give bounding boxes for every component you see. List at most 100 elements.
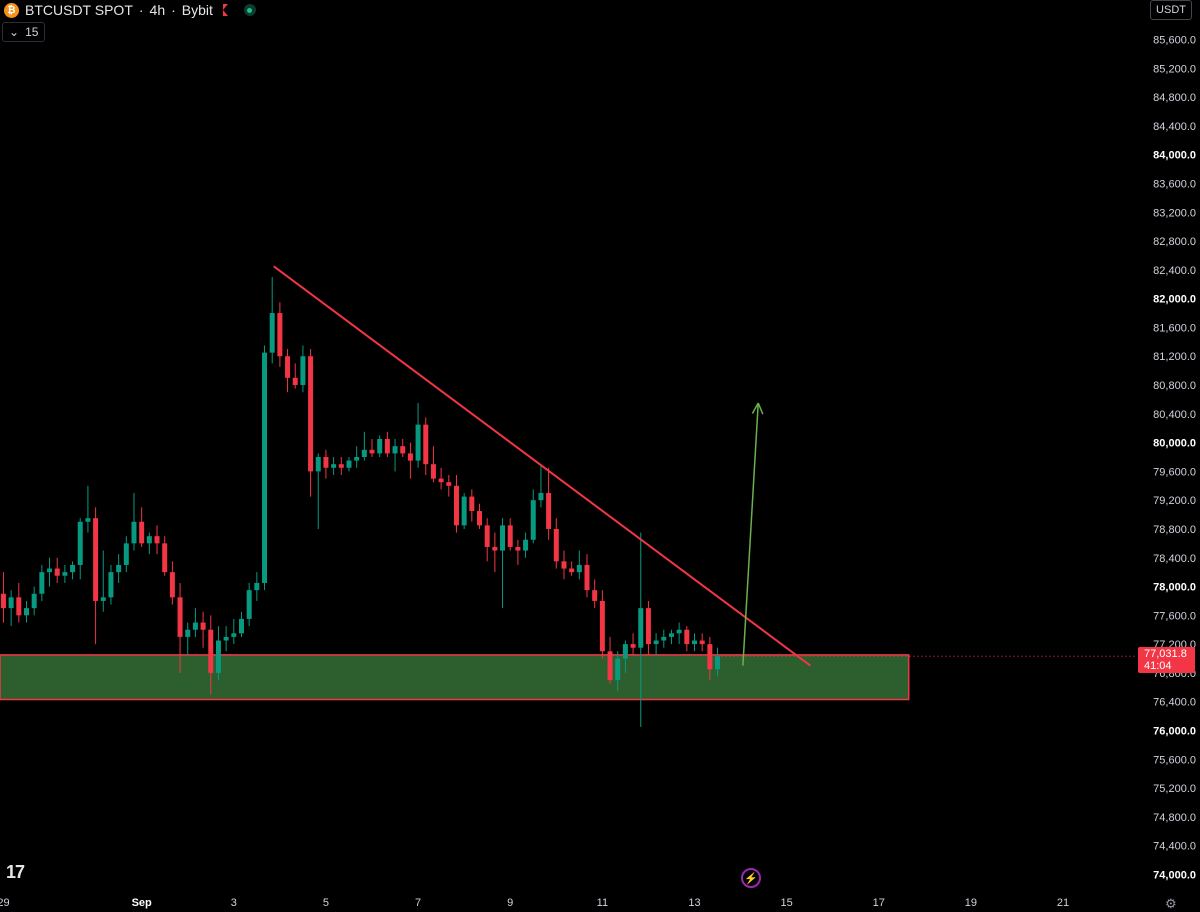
candle-body bbox=[116, 564, 122, 573]
candle-body bbox=[70, 564, 76, 573]
candle-body bbox=[515, 546, 521, 551]
interval-label: 4h bbox=[149, 2, 166, 18]
y-axis-tick-label: 80,000.0 bbox=[1153, 438, 1196, 450]
y-axis-tick-label: 81,200.0 bbox=[1153, 351, 1196, 363]
y-axis-tick-label: 80,800.0 bbox=[1153, 380, 1196, 392]
candle-body bbox=[285, 356, 291, 378]
symbol-header[interactable]: ₿ BTCUSDT SPOT · 4h · Bybit bbox=[0, 0, 256, 20]
y-axis-tick-label: 81,600.0 bbox=[1153, 322, 1196, 334]
x-axis-tick-label: 3 bbox=[231, 897, 237, 909]
candle-body bbox=[584, 564, 590, 591]
x-axis-tick-label: 13 bbox=[688, 897, 700, 909]
candle-body bbox=[200, 622, 206, 630]
candle-body bbox=[461, 496, 467, 526]
separator: · bbox=[138, 2, 144, 18]
candle-body bbox=[638, 608, 644, 648]
candle-body bbox=[315, 456, 321, 472]
candle-body bbox=[407, 453, 413, 461]
candle-body bbox=[93, 518, 99, 601]
candle-body bbox=[331, 464, 337, 468]
y-axis-tick-label: 80,400.0 bbox=[1153, 409, 1196, 421]
candle-body bbox=[392, 446, 398, 454]
y-axis-tick-label: 84,800.0 bbox=[1153, 92, 1196, 104]
x-axis-tick-label: 17 bbox=[873, 897, 885, 909]
x-axis-tick-label: 7 bbox=[415, 897, 421, 909]
lightning-icon[interactable]: ⚡ bbox=[741, 868, 761, 888]
candle-body bbox=[653, 640, 659, 645]
candle-body bbox=[139, 521, 145, 544]
candle-body bbox=[185, 629, 191, 637]
candle-body bbox=[661, 636, 667, 641]
y-axis-tick-label: 74,000.0 bbox=[1153, 869, 1196, 881]
x-axis-tick-label: 21 bbox=[1057, 897, 1069, 909]
separator: · bbox=[171, 2, 176, 18]
candle-body bbox=[715, 656, 721, 670]
x-axis-tick-label: 15 bbox=[781, 897, 793, 909]
candle-body bbox=[231, 633, 237, 637]
candle-body bbox=[668, 633, 674, 637]
y-axis-tick-label: 75,200.0 bbox=[1153, 783, 1196, 795]
y-axis-tick-label: 79,200.0 bbox=[1153, 495, 1196, 507]
candle-body bbox=[208, 629, 214, 673]
candle-body bbox=[323, 456, 329, 468]
symbol-name: BTCUSDT SPOT bbox=[25, 2, 133, 18]
candle-body bbox=[361, 449, 367, 457]
candle-body bbox=[676, 629, 682, 634]
candle-body bbox=[453, 485, 459, 526]
candle-body bbox=[576, 564, 582, 573]
y-axis-tick-label: 82,000.0 bbox=[1153, 294, 1196, 306]
candle-body bbox=[62, 572, 68, 576]
currency-selector[interactable]: USDT bbox=[1150, 0, 1192, 20]
y-axis-tick-label: 84,000.0 bbox=[1153, 150, 1196, 162]
candle-body bbox=[622, 644, 628, 659]
support-zone bbox=[0, 654, 910, 701]
projection-arrow-head bbox=[751, 402, 759, 414]
y-axis-tick-label: 74,800.0 bbox=[1153, 812, 1196, 824]
candle-body bbox=[523, 539, 529, 551]
current-price-label: 77,031.8 41:04 bbox=[1138, 647, 1195, 673]
candle-body bbox=[630, 644, 636, 648]
y-axis-tick-label: 85,200.0 bbox=[1153, 63, 1196, 75]
candle-body bbox=[692, 640, 697, 645]
candle-body bbox=[262, 352, 268, 583]
y-axis-tick-label: 78,400.0 bbox=[1153, 553, 1196, 565]
candle-body bbox=[607, 651, 613, 681]
candle-body bbox=[430, 464, 436, 479]
flag-icon[interactable] bbox=[222, 4, 228, 16]
y-axis-tick-label: 74,400.0 bbox=[1153, 841, 1196, 853]
projection-arrow bbox=[742, 402, 759, 666]
candle-body bbox=[246, 590, 252, 619]
candle-body bbox=[354, 456, 360, 461]
candle-body bbox=[300, 356, 306, 386]
tradingview-logo: 17 bbox=[6, 862, 25, 882]
y-axis-tick-label: 85,600.0 bbox=[1153, 35, 1196, 47]
candle-body bbox=[400, 446, 406, 454]
y-axis-tick-label: 76,000.0 bbox=[1153, 725, 1196, 737]
candle-body bbox=[277, 313, 283, 357]
candle-countdown: 41:04 bbox=[1144, 660, 1172, 672]
candle-body bbox=[477, 510, 483, 526]
candle-body bbox=[423, 424, 429, 465]
candle-body bbox=[23, 608, 29, 616]
candle-body bbox=[599, 600, 605, 652]
indicator-count: 15 bbox=[25, 25, 39, 39]
candle-body bbox=[446, 482, 452, 486]
y-axis-tick-label: 82,800.0 bbox=[1153, 236, 1196, 248]
candle-body bbox=[238, 618, 244, 634]
candle-body bbox=[254, 582, 260, 591]
y-axis-tick-label: 83,600.0 bbox=[1153, 179, 1196, 191]
x-axis-tick-label: 5 bbox=[323, 897, 329, 909]
candle-body bbox=[0, 593, 6, 609]
candle-body bbox=[500, 525, 506, 551]
candle-body bbox=[131, 521, 137, 544]
candle-body bbox=[39, 572, 45, 594]
indicators-toggle[interactable]: ⌄ 15 bbox=[2, 22, 46, 42]
candle-body bbox=[215, 640, 221, 673]
candle-body bbox=[54, 568, 60, 576]
settings-icon[interactable]: ⚙ bbox=[1165, 896, 1177, 911]
candle-body bbox=[553, 528, 559, 562]
candle-body bbox=[177, 597, 183, 637]
candle-body bbox=[162, 543, 168, 573]
descending-trendline bbox=[273, 265, 812, 667]
